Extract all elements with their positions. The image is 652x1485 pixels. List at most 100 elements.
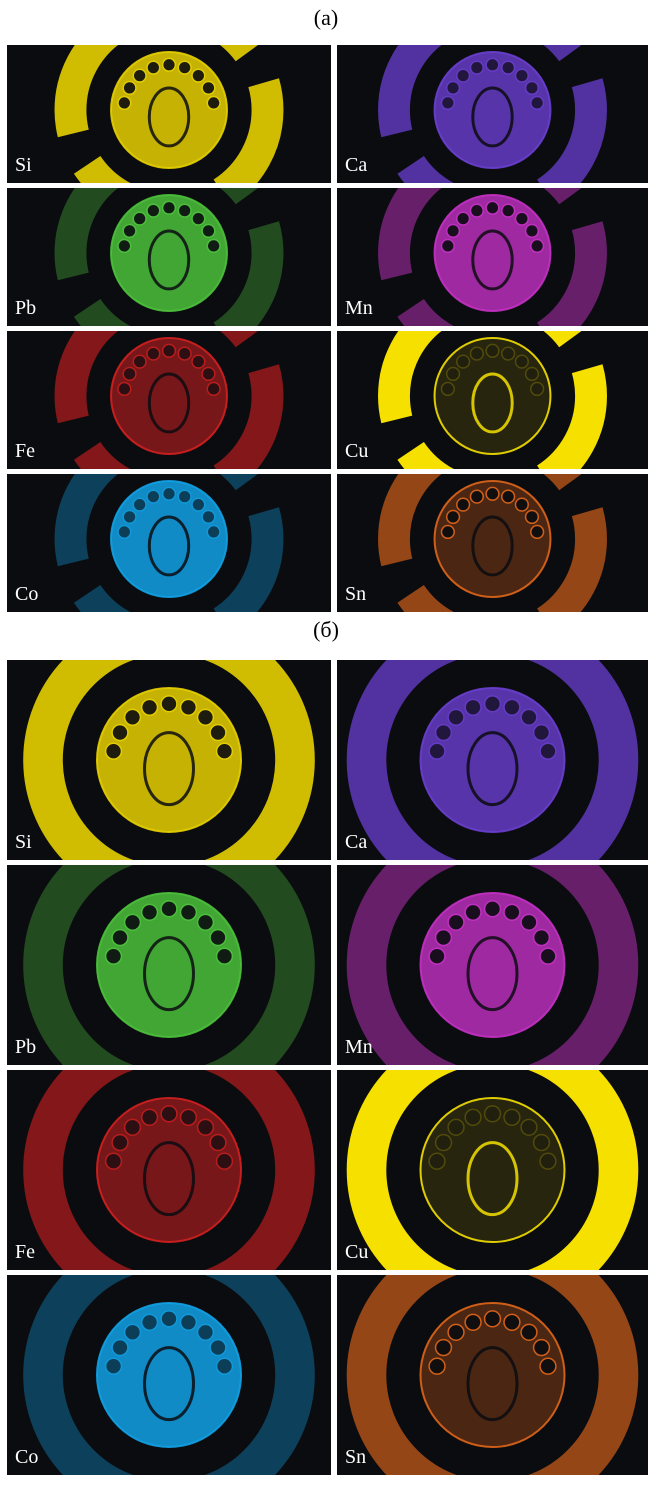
dot [448, 709, 464, 725]
dot [118, 240, 131, 253]
element-label: Mn [345, 1036, 373, 1058]
dot [133, 69, 146, 82]
dot [181, 904, 197, 920]
dot [147, 347, 160, 360]
dot [521, 1324, 537, 1340]
dot [210, 930, 226, 946]
element-label: Cu [345, 1241, 368, 1263]
element-map: Co [7, 440, 331, 637]
dot [118, 526, 131, 539]
dot [447, 225, 460, 238]
dot [198, 1324, 214, 1340]
dot [526, 511, 539, 524]
dot [504, 1109, 520, 1125]
dot [112, 930, 128, 946]
dot [531, 383, 544, 396]
dot [441, 97, 454, 110]
figure: (a)SiCaPbMnFeCuCoSn(б)SiCaPbMnFeCuCoSn [0, 0, 652, 1480]
element-label: Sn [345, 583, 366, 605]
dot [526, 368, 539, 381]
dot [125, 709, 141, 725]
dot [181, 1109, 197, 1125]
dot [163, 201, 176, 214]
dot [118, 97, 131, 110]
dot [504, 1314, 520, 1330]
dot [202, 225, 215, 238]
dot [163, 487, 176, 500]
dot [485, 1311, 501, 1327]
dot [470, 61, 483, 74]
dot [112, 1340, 128, 1356]
dot [123, 368, 136, 381]
dot [515, 498, 528, 511]
dot [540, 1358, 556, 1374]
dot [448, 1119, 464, 1135]
dot [515, 212, 528, 225]
dot [133, 212, 146, 225]
dot [210, 1135, 226, 1151]
dot [531, 97, 544, 110]
dot [429, 1153, 445, 1169]
dot [207, 97, 220, 110]
dot [429, 948, 445, 964]
element-label: Si [15, 831, 32, 853]
dot [178, 61, 191, 74]
element-map: Mn [337, 839, 648, 1091]
dot [123, 225, 136, 238]
dot [502, 204, 515, 217]
dot [202, 82, 215, 95]
element-label: Mn [345, 297, 373, 319]
dot [217, 1358, 233, 1374]
dot [198, 1119, 214, 1135]
dot [161, 901, 177, 917]
dot [470, 490, 483, 503]
dot [163, 344, 176, 357]
dot [125, 914, 141, 930]
element-map: Pb [7, 839, 331, 1091]
element-map: Fe [7, 297, 331, 494]
dot [515, 69, 528, 82]
dot [486, 487, 499, 500]
dot [485, 901, 501, 917]
dot [441, 240, 454, 253]
element-map: Ca [337, 11, 648, 208]
dot [457, 212, 470, 225]
dot [198, 709, 214, 725]
dot [504, 699, 520, 715]
dot [521, 914, 537, 930]
dot [457, 69, 470, 82]
dot [198, 914, 214, 930]
dot [465, 1314, 481, 1330]
dot [465, 904, 481, 920]
dot [502, 61, 515, 74]
dot [448, 914, 464, 930]
dot [181, 1314, 197, 1330]
dot [142, 1314, 158, 1330]
dot [106, 1153, 122, 1169]
dot [161, 1311, 177, 1327]
dot [106, 1358, 122, 1374]
dot [521, 1119, 537, 1135]
dot [531, 240, 544, 253]
element-map: Fe [7, 1044, 331, 1296]
dot [161, 696, 177, 712]
part-label: (б) [313, 617, 339, 642]
dot [436, 930, 452, 946]
element-label: Sn [345, 1446, 366, 1468]
dot [526, 82, 539, 95]
dot [436, 1340, 452, 1356]
dot [531, 526, 544, 539]
dot [192, 69, 205, 82]
dot [210, 1340, 226, 1356]
dot [502, 490, 515, 503]
dot [526, 225, 539, 238]
dot [178, 347, 191, 360]
dot [447, 511, 460, 524]
dot [540, 743, 556, 759]
dot [178, 204, 191, 217]
element-label: Ca [345, 154, 367, 176]
dot [133, 355, 146, 368]
element-label: Co [15, 1446, 38, 1468]
dot [142, 1109, 158, 1125]
dot [540, 1153, 556, 1169]
